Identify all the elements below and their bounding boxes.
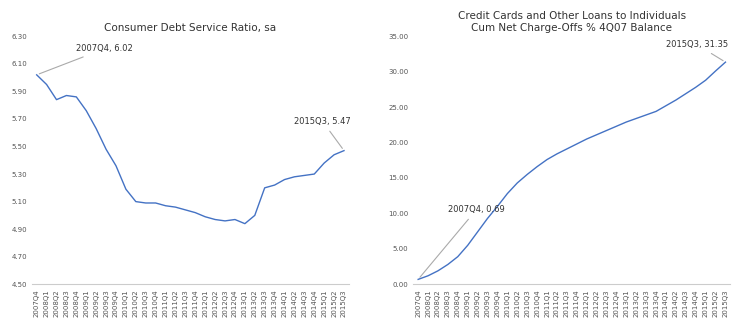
Title: Consumer Debt Service Ratio, sa: Consumer Debt Service Ratio, sa [104, 23, 277, 33]
Text: 2015Q3, 31.35: 2015Q3, 31.35 [666, 40, 728, 61]
Title: Credit Cards and Other Loans to Individuals
Cum Net Charge-Offs % 4Q07 Balance: Credit Cards and Other Loans to Individu… [458, 11, 686, 33]
Text: 2007Q4, 6.02: 2007Q4, 6.02 [39, 44, 133, 74]
Text: 2007Q4, 0.69: 2007Q4, 0.69 [420, 205, 505, 277]
Text: 2015Q3, 5.47: 2015Q3, 5.47 [295, 117, 351, 148]
